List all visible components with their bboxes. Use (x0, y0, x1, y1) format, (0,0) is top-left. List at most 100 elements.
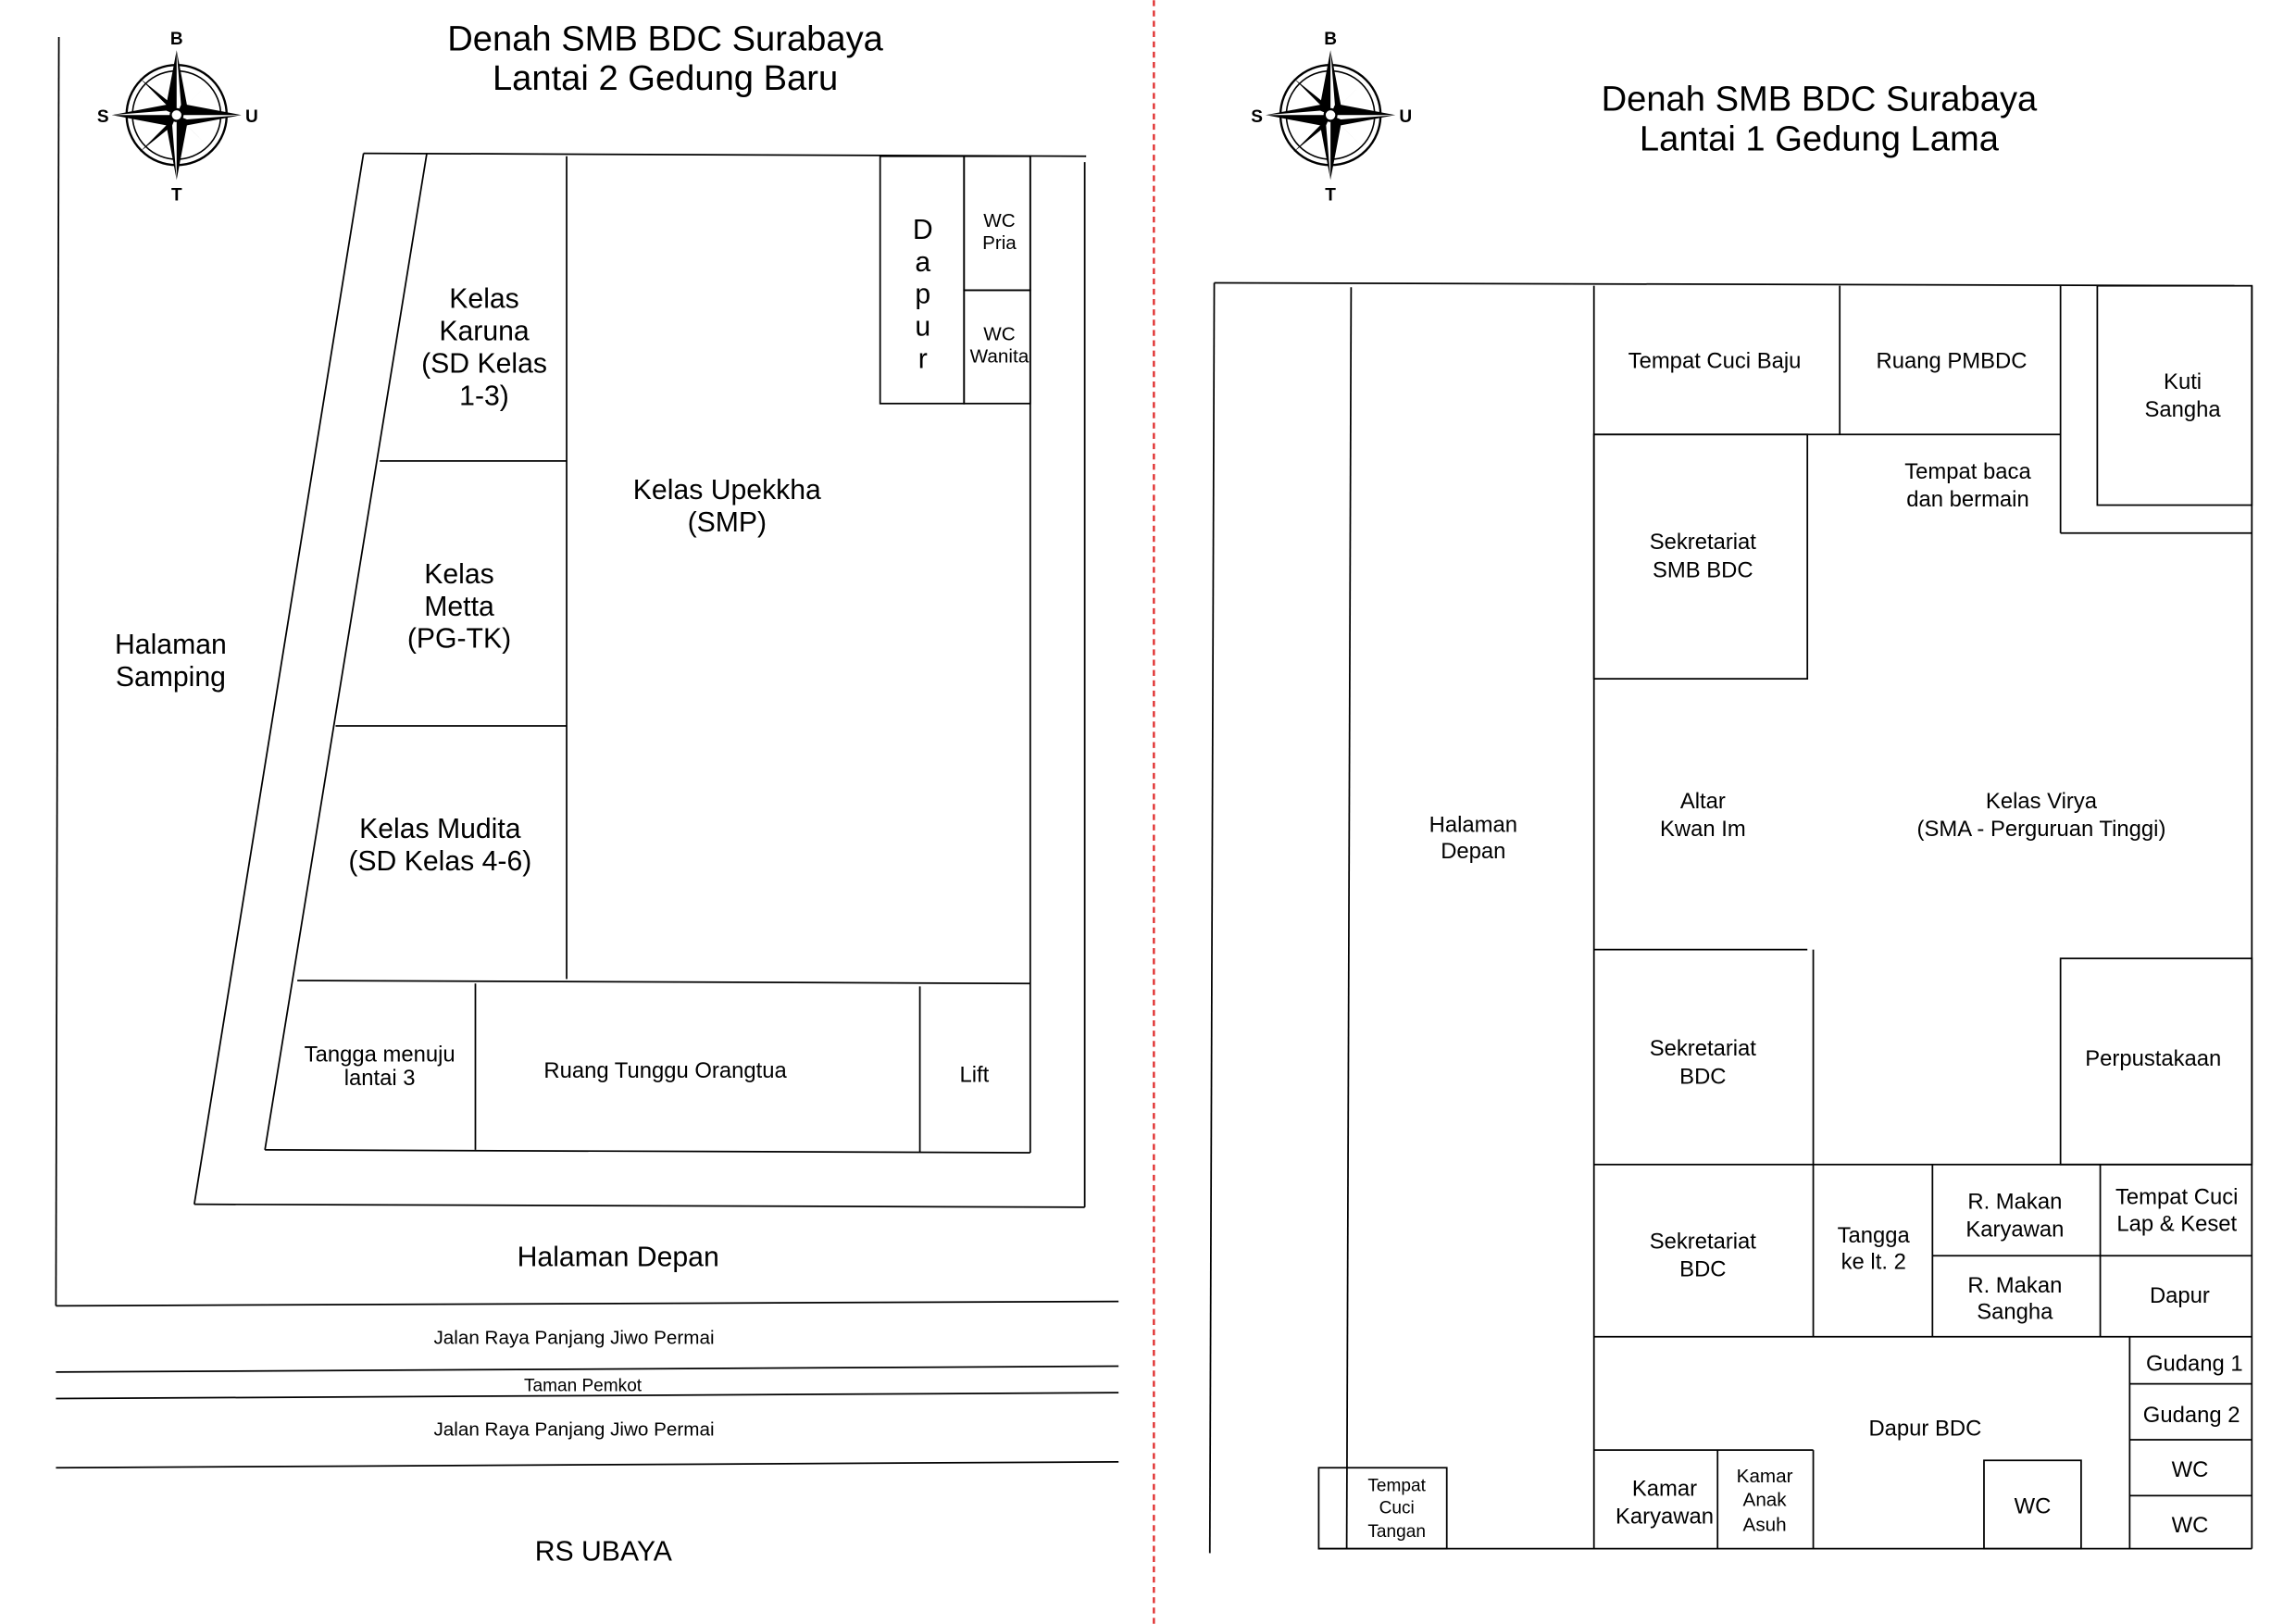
right-title-line1: Denah SMB BDC Surabaya (1602, 79, 2038, 119)
compass-west: S (1251, 107, 1263, 127)
svg-text:Halaman: Halaman (115, 630, 227, 660)
svg-text:Kelas: Kelas (424, 559, 494, 590)
landmark-rs-ubaya: RS UBAYA (535, 1536, 673, 1567)
room-kamar-anak-asuh: Kamar Anak Asuh (1737, 1466, 1793, 1535)
road-jalan-1: Jalan Raya Panjang Jiwo Permai (433, 1328, 714, 1349)
svg-text:Kelas Virya: Kelas Virya (1986, 789, 2098, 814)
room-wc-wanita: WC Wanita (970, 323, 1029, 367)
area-halaman-depan: Halaman Depan (1429, 812, 1517, 864)
room-cuci-lap: Tempat Cuci Lap & Keset (2115, 1185, 2238, 1237)
svg-text:Cuci: Cuci (1379, 1499, 1415, 1518)
room-tempat-cuci-baju: Tempat Cuci Baju (1628, 349, 1802, 374)
svg-text:Metta: Metta (424, 592, 494, 622)
svg-text:Wanita: Wanita (970, 345, 1029, 367)
compass-north: B (1324, 30, 1337, 49)
svg-text:Depan: Depan (1441, 839, 1505, 864)
svg-text:Altar: Altar (1680, 789, 1726, 814)
room-dapur: Dapur (2150, 1283, 2210, 1308)
right-walls (1208, 281, 2253, 1554)
left-plan: Denah SMB BDC Surabaya Lantai 2 Gedung B… (55, 19, 1119, 1567)
svg-text:Sekretariat: Sekretariat (1650, 1229, 1757, 1254)
svg-text:r: r (918, 344, 928, 375)
road-jalan-2: Jalan Raya Panjang Jiwo Permai (433, 1418, 714, 1440)
room-kelas-karuna: Kelas Karuna (SD Kelas 1-3) (421, 284, 547, 412)
svg-text:(SMA - Perguruan Tinggi): (SMA - Perguruan Tinggi) (1917, 817, 2166, 842)
svg-text:(SD Kelas: (SD Kelas (421, 348, 547, 379)
svg-text:Sangha: Sangha (1977, 1300, 2053, 1325)
svg-text:Kelas Mudita: Kelas Mudita (359, 814, 521, 844)
svg-text:p: p (915, 280, 930, 310)
left-walls (55, 36, 1119, 1469)
svg-text:(SMP): (SMP) (688, 507, 767, 538)
room-perpustakaan: Perpustakaan (2085, 1046, 2221, 1071)
svg-text:Lap & Keset: Lap & Keset (2116, 1211, 2237, 1236)
compass-rose-icon (110, 49, 243, 181)
svg-text:Tempat: Tempat (1367, 1477, 1426, 1496)
svg-text:BDC: BDC (1679, 1257, 1726, 1282)
svg-text:Pria: Pria (982, 232, 1017, 254)
room-wc-pria: WC Pria (982, 210, 1017, 254)
svg-text:D: D (913, 215, 933, 245)
svg-text:BDC: BDC (1679, 1064, 1726, 1089)
room-kamar-karyawan: Kamar Karyawan (1616, 1476, 1714, 1529)
compass-east: U (1399, 107, 1412, 127)
svg-text:Asuh: Asuh (1743, 1515, 1787, 1536)
compass-rose-icon (1264, 49, 1397, 181)
room-kelas-mudita: Kelas Mudita (SD Kelas 4-6) (348, 814, 531, 877)
svg-text:ke lt. 2: ke lt. 2 (1841, 1250, 1906, 1275)
svg-text:Kelas Upekkha: Kelas Upekkha (633, 475, 821, 506)
compass-east: U (245, 107, 258, 127)
svg-text:Tempat baca: Tempat baca (1904, 459, 2031, 484)
room-makan-karyawan: R. Makan Karyawan (1965, 1189, 2064, 1242)
room-ruang-tunggu: Ruang Tunggu Orangtua (543, 1058, 787, 1083)
room-sekretariat-bdc-2: Sekretariat BDC (1650, 1229, 1757, 1281)
room-sekretariat-bdc-1: Sekretariat BDC (1650, 1036, 1757, 1089)
room-kelas-virya: Kelas Virya (SMA - Perguruan Tinggi) (1917, 789, 2166, 842)
svg-text:Tempat Cuci: Tempat Cuci (2115, 1185, 2238, 1210)
svg-text:Anak: Anak (1743, 1490, 1788, 1511)
room-kelas-upekkha: Kelas Upekkha (SMP) (633, 475, 821, 538)
room-wc-2: WC (2172, 1513, 2209, 1538)
area-halaman-samping: Halaman Samping (115, 630, 227, 693)
room-ruang-pmbdc: Ruang PMBDC (1877, 349, 2028, 374)
svg-text:Karyawan: Karyawan (1616, 1505, 1714, 1530)
room-kuti-sangha: Kuti Sangha (2145, 369, 2222, 422)
svg-text:Tangga: Tangga (1838, 1223, 1911, 1248)
svg-text:Samping: Samping (116, 662, 226, 693)
room-gudang-1: Gudang 1 (2146, 1351, 2243, 1376)
svg-text:SMB BDC: SMB BDC (1653, 557, 1753, 582)
svg-text:R. Makan: R. Makan (1967, 1189, 2062, 1214)
svg-text:WC: WC (983, 210, 1015, 231)
svg-text:a: a (915, 247, 930, 278)
svg-text:Kwan Im: Kwan Im (1660, 817, 1746, 842)
room-tempat-cuci-tangan: Tempat Cuci Tangan (1367, 1477, 1426, 1542)
room-tangga: Tangga ke lt. 2 (1838, 1223, 1911, 1275)
room-wc-1: WC (2172, 1457, 2209, 1482)
svg-text:(SD Kelas 4-6): (SD Kelas 4-6) (348, 846, 531, 877)
room-wc-3: WC (2015, 1494, 2052, 1519)
compass-north: B (170, 30, 183, 49)
room-tangga-lantai-3: Tangga menuju lantai 3 (305, 1042, 455, 1090)
svg-text:1-3): 1-3) (459, 381, 509, 411)
right-plan: Denah SMB BDC Surabaya Lantai 1 Gedung L… (1208, 30, 2253, 1554)
room-lift: Lift (960, 1063, 990, 1088)
room-makan-sangha: R. Makan Sangha (1967, 1273, 2062, 1325)
room-altar-kwan-im: Altar Kwan Im (1660, 789, 1746, 842)
svg-text:(PG-TK): (PG-TK) (407, 624, 511, 655)
left-title-line2: Lantai 2 Gedung Baru (493, 58, 838, 98)
svg-text:lantai 3: lantai 3 (344, 1066, 416, 1091)
area-halaman-depan: Halaman Depan (518, 1242, 719, 1272)
svg-text:Karyawan: Karyawan (1965, 1218, 2064, 1243)
compass-west: S (97, 107, 109, 127)
svg-text:Kelas: Kelas (449, 284, 519, 315)
room-sekretariat-smb: Sekretariat SMB BDC (1650, 530, 1757, 582)
svg-text:WC: WC (983, 323, 1015, 344)
room-dapur-bdc: Dapur BDC (1868, 1416, 1981, 1441)
left-title-line1: Denah SMB BDC Surabaya (447, 19, 883, 58)
right-title-line2: Lantai 1 Gedung Lama (1640, 119, 2000, 158)
svg-text:u: u (915, 312, 930, 343)
room-gudang-2: Gudang 2 (2143, 1403, 2240, 1428)
svg-text:Karuna: Karuna (439, 316, 530, 346)
svg-text:R. Makan: R. Makan (1967, 1273, 2062, 1298)
